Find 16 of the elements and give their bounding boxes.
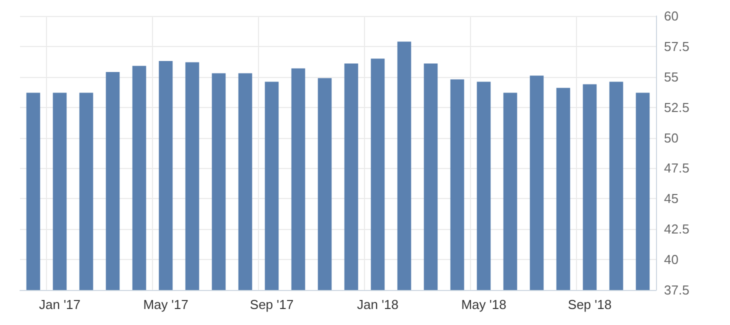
y-tick-label: 55 [664,69,678,84]
x-tick-label: Jan '17 [38,297,81,312]
x-tick-label: Sep '17 [250,297,294,312]
x-tick-label: Sep '18 [568,297,612,312]
y-tick-label: 37.5 [664,282,690,298]
x-tick-label: May '17 [143,297,188,312]
y-tick-label: 57.5 [664,38,690,54]
x-tick-label: Jan '18 [356,297,399,312]
y-tick-label: 52.5 [664,100,690,115]
y-tick-label: 50 [664,130,678,146]
y-tick-label: 60 [664,8,678,24]
y-tick-label: 40 [664,252,678,268]
x-tick-label: May '18 [461,297,506,312]
y-tick-label: 47.5 [664,160,690,176]
y-tick-label: 42.5 [664,222,690,237]
y-tick-label: 45 [664,191,678,206]
